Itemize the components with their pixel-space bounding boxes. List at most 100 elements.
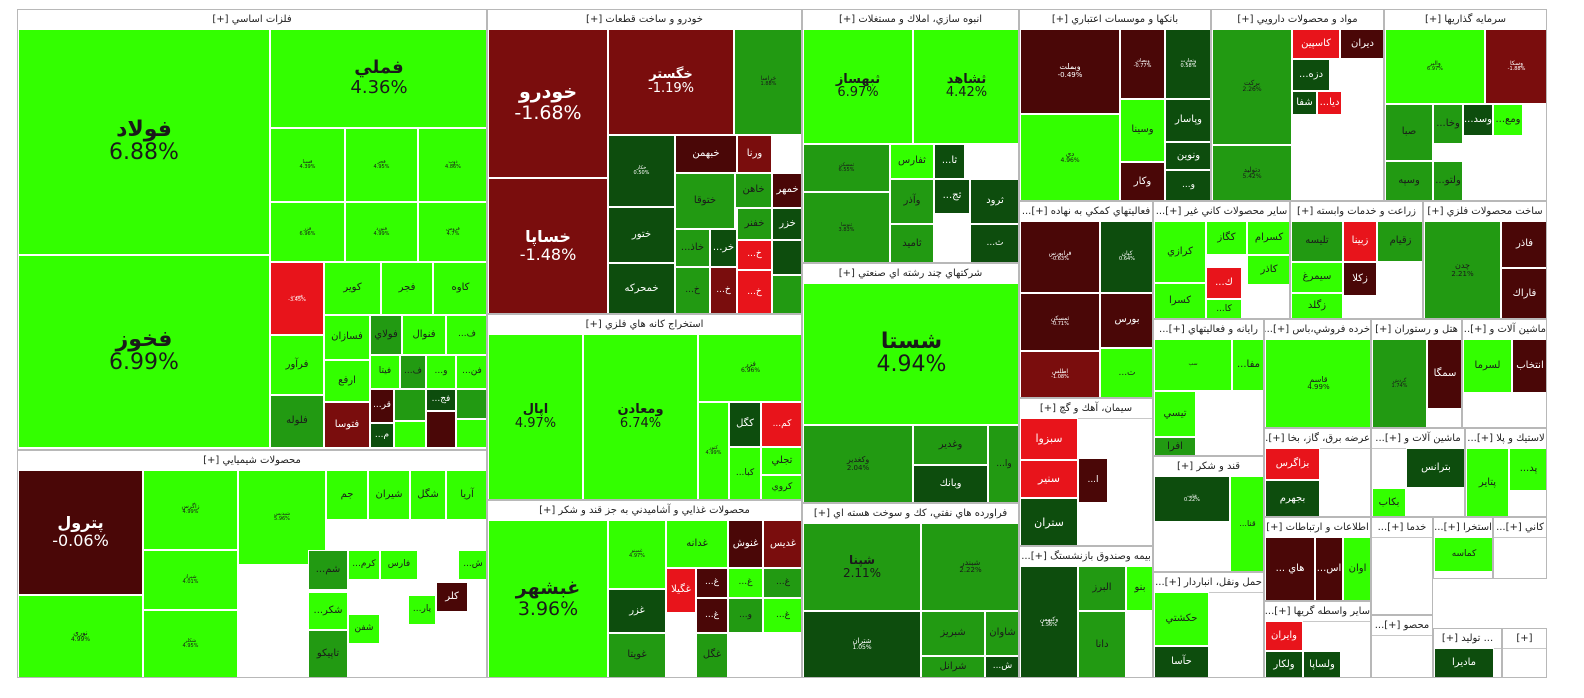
treemap-tile[interactable]: صبا <box>1385 104 1433 161</box>
treemap-tile[interactable]: ثشاهد 4.42% <box>913 29 1018 144</box>
treemap-tile[interactable]: ك... <box>1206 267 1242 299</box>
treemap-tile[interactable]: تليسه <box>1291 221 1343 262</box>
treemap-tile[interactable]: ثمسكن -0.71% <box>1020 293 1100 351</box>
treemap-tile[interactable]: آريا <box>446 470 486 520</box>
treemap-tile[interactable]: شم... <box>308 550 348 590</box>
treemap-tile[interactable]: هاي ... <box>1265 537 1315 600</box>
treemap-tile[interactable]: فنورد 4.99% <box>345 202 418 262</box>
treemap-tile[interactable]: خاهن <box>735 173 772 208</box>
treemap-tile[interactable]: وبملت -0.49% <box>1020 29 1120 114</box>
treemap-tile[interactable]: فرابورس -0.63% <box>1020 221 1100 293</box>
treemap-tile[interactable]: وسپه <box>1385 161 1433 200</box>
treemap-tile[interactable]: خبهمن <box>675 135 737 173</box>
treemap-tile[interactable]: بجهرم <box>1265 480 1320 516</box>
treemap-tile[interactable]: اس... <box>1315 537 1343 600</box>
treemap-tile[interactable]: حكشتي <box>1154 592 1209 646</box>
sector-header[interactable]: ماشين آلات و [+]... <box>1463 320 1546 340</box>
sector-header[interactable]: ساير واسطه گريها [+]... <box>1265 602 1370 622</box>
treemap-tile[interactable]: ثا... <box>934 144 965 179</box>
treemap-tile[interactable]: و... <box>728 598 763 633</box>
treemap-tile[interactable]: سبزوا <box>1020 418 1078 460</box>
treemap-tile[interactable]: قثابت 0.22% <box>1154 476 1230 522</box>
sector-header[interactable]: سرمايه گذاريها [+] <box>1385 10 1546 30</box>
treemap-tile[interactable]: بورس <box>1100 293 1152 348</box>
treemap-tile[interactable]: دزه... <box>1292 59 1330 91</box>
treemap-tile[interactable]: شرانل <box>921 656 985 677</box>
treemap-tile[interactable]: غ... <box>763 598 801 633</box>
treemap-tile[interactable]: شگل <box>410 470 446 520</box>
treemap-tile[interactable]: زكلا <box>1343 262 1377 296</box>
treemap-tile[interactable]: فنوال <box>402 315 446 355</box>
treemap-tile[interactable]: فيتا <box>370 355 400 389</box>
treemap-tile[interactable]: فج... <box>426 389 456 411</box>
treemap-tile[interactable]: غزر <box>608 589 666 633</box>
treemap-tile[interactable]: خمحركه <box>608 263 675 313</box>
treemap-tile[interactable]: ثرود <box>970 179 1018 224</box>
treemap-tile[interactable]: كا... <box>1206 299 1242 318</box>
sector-header[interactable]: فلزات اساسي [+] <box>18 10 486 30</box>
sector-header[interactable]: انبوه سازي، املاك و مستغلات [+] <box>803 10 1018 30</box>
treemap-tile[interactable]: فخوز 6.99% <box>18 255 270 448</box>
treemap-tile[interactable]: م... <box>370 423 394 448</box>
treemap-tile[interactable]: فجر 4.95% <box>345 128 418 202</box>
treemap-tile[interactable]: شيراز 4.01% <box>143 550 238 610</box>
treemap-tile[interactable]: شبريز <box>921 611 985 656</box>
treemap-tile[interactable]: دي 4.96% <box>1020 114 1120 200</box>
treemap-tile[interactable]: ختوقا <box>675 173 735 229</box>
sector-header[interactable]: سایر محصولات كاني غير [+]... <box>1154 202 1289 222</box>
treemap-tile[interactable]: انتخاب <box>1512 339 1546 393</box>
treemap-tile[interactable]: كبا... <box>729 447 761 499</box>
treemap-tile[interactable] <box>456 419 486 448</box>
treemap-tile[interactable]: ستران <box>1020 498 1078 545</box>
treemap-tile[interactable]: البرز <box>1078 566 1126 611</box>
sector-header[interactable]: ماشين آلات و [+]... <box>1372 429 1464 449</box>
treemap-tile[interactable]: سپ <box>1154 339 1232 391</box>
treemap-tile[interactable]: زگلد <box>1291 293 1343 318</box>
sector-header[interactable]: خرده فروشي،باس [+]... <box>1265 320 1370 340</box>
treemap-tile[interactable]: غگيلا <box>666 568 696 613</box>
treemap-tile[interactable] <box>394 421 426 448</box>
treemap-tile[interactable]: كلر <box>436 582 468 612</box>
treemap-tile[interactable]: قنا... <box>1230 476 1263 571</box>
treemap-tile[interactable]: ف... <box>446 315 486 355</box>
treemap-tile[interactable]: وغدير <box>913 425 988 465</box>
treemap-tile[interactable]: وپاسار <box>1165 99 1210 142</box>
treemap-tile[interactable] <box>394 389 426 421</box>
treemap-tile[interactable]: دتوليد 5.42% <box>1212 145 1292 200</box>
treemap-tile[interactable]: كاوه <box>433 262 486 315</box>
treemap-tile[interactable]: غويتا <box>608 633 666 677</box>
treemap-tile[interactable]: وسينا <box>1120 99 1165 162</box>
treemap-tile[interactable]: غ... <box>696 568 728 598</box>
treemap-tile[interactable]: ونوين <box>1165 142 1210 170</box>
treemap-tile[interactable]: فسازان <box>324 315 370 360</box>
treemap-tile[interactable]: افرا <box>1154 437 1196 455</box>
sector-header[interactable]: استخراج كانه هاي فلزي [+] <box>488 315 801 335</box>
treemap-tile[interactable]: كرم... <box>348 550 380 580</box>
treemap-tile[interactable]: غديس <box>763 520 801 568</box>
treemap-tile[interactable]: خ... <box>737 240 772 270</box>
treemap-tile[interactable]: جم <box>326 470 368 520</box>
treemap-tile[interactable]: شستا 4.94% <box>803 283 1018 425</box>
treemap-tile[interactable]: كيان 0.64% <box>1100 221 1152 293</box>
treemap-tile[interactable]: وبصادر -0.77% <box>1120 29 1165 99</box>
sector-header[interactable]: استخرا [+]... <box>1434 518 1492 538</box>
treemap-tile[interactable]: مفا... <box>1232 339 1263 391</box>
treemap-tile[interactable]: غگل <box>696 633 728 677</box>
treemap-tile[interactable]: قاسم 4.99% <box>1265 339 1370 427</box>
treemap-tile[interactable]: وتجارت 0.58% <box>1165 29 1210 99</box>
sector-header[interactable]: فعاليتهاي كمكي به نهاده [+]... <box>1020 202 1152 222</box>
treemap-tile[interactable]: وكبهمن 1.56% <box>1020 566 1078 677</box>
treemap-tile[interactable]: ذوب 4.86% <box>418 128 486 202</box>
sector-header[interactable]: [+] <box>1503 629 1546 649</box>
treemap-tile[interactable]: وسكا -1.88% <box>1485 29 1546 104</box>
treemap-tile[interactable]: ولساپا <box>1303 651 1341 677</box>
treemap-tile[interactable]: خاذ... <box>675 229 710 267</box>
treemap-tile[interactable]: فسرب -3.45% <box>270 262 324 335</box>
treemap-tile[interactable]: فروس 4.7% <box>418 202 486 262</box>
treemap-tile[interactable]: كاسپين <box>1292 29 1340 59</box>
treemap-tile[interactable]: شبندر 2.22% <box>921 523 1018 611</box>
treemap-tile[interactable]: غبشهر 3.96% <box>488 520 608 677</box>
treemap-tile[interactable]: ومعادن 6.74% <box>583 334 698 499</box>
sector-header[interactable]: رايانه و فعاليتهاي [+]... <box>1154 320 1263 340</box>
treemap-tile[interactable]: سمگا <box>1427 339 1461 409</box>
